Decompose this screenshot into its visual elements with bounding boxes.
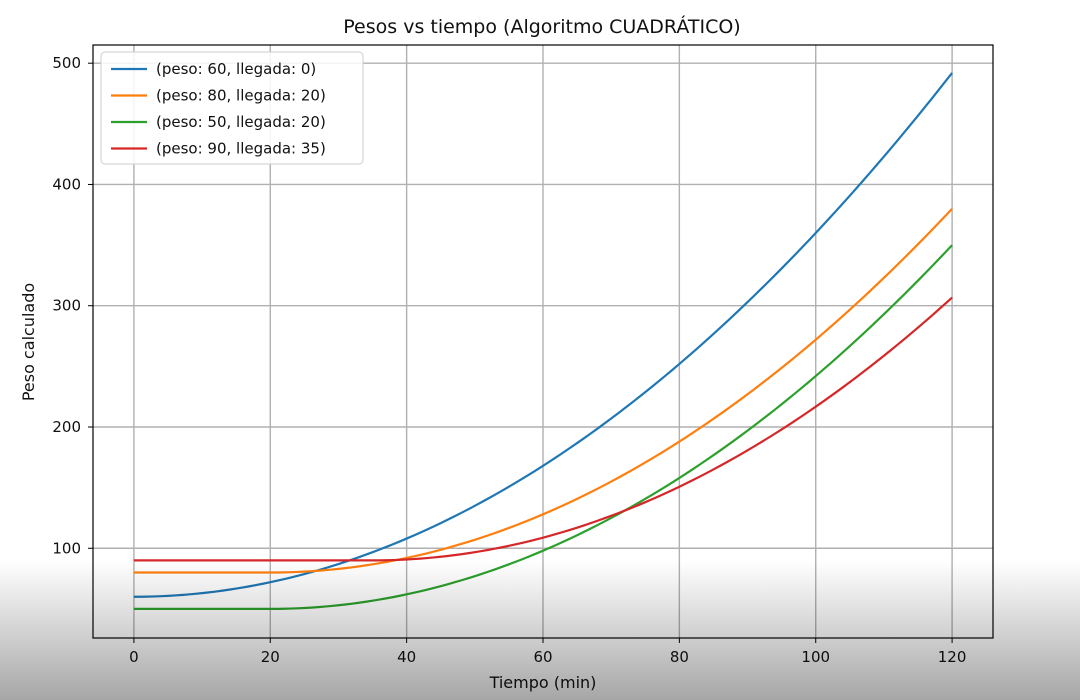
grid <box>93 45 993 638</box>
y-axis-label: Peso calculado <box>19 283 38 401</box>
legend: (peso: 60, llegada: 0) (peso: 80, llegada… <box>100 51 364 165</box>
x-tick-label: 40 <box>397 648 416 666</box>
series-line <box>133 296 953 562</box>
x-axis-ticks: 0 20 40 60 80 100 120 <box>129 638 966 666</box>
x-tick-label: 60 <box>533 648 552 666</box>
series-line <box>133 207 953 574</box>
chart-title: Pesos vs tiempo (Algoritmo CUADRÁTICO) <box>343 15 740 38</box>
x-tick-label: 20 <box>261 648 280 666</box>
x-tick-label: 100 <box>801 648 830 666</box>
legend-entry-label: (peso: 80, llegada: 20) <box>156 87 326 105</box>
y-tick-label: 100 <box>52 539 81 557</box>
y-axis-ticks: 100 200 300 400 500 <box>52 54 93 557</box>
x-tick-label: 0 <box>129 648 139 666</box>
legend-box <box>100 51 364 165</box>
series-lines <box>133 72 953 611</box>
legend-entry-label: (peso: 60, llegada: 0) <box>156 60 316 78</box>
legend-entry-label: (peso: 50, llegada: 20) <box>156 113 326 131</box>
series-line <box>133 72 953 598</box>
y-tick-label: 500 <box>52 54 81 72</box>
y-tick-label: 400 <box>52 175 81 193</box>
y-tick-label: 200 <box>52 418 81 436</box>
legend-entry-label: (peso: 90, llegada: 35) <box>156 140 326 158</box>
x-tick-label: 80 <box>670 648 689 666</box>
x-tick-label: 120 <box>938 648 967 666</box>
series-line <box>133 244 953 611</box>
x-axis-label: Tiempo (min) <box>489 673 597 692</box>
y-tick-label: 300 <box>52 297 81 315</box>
